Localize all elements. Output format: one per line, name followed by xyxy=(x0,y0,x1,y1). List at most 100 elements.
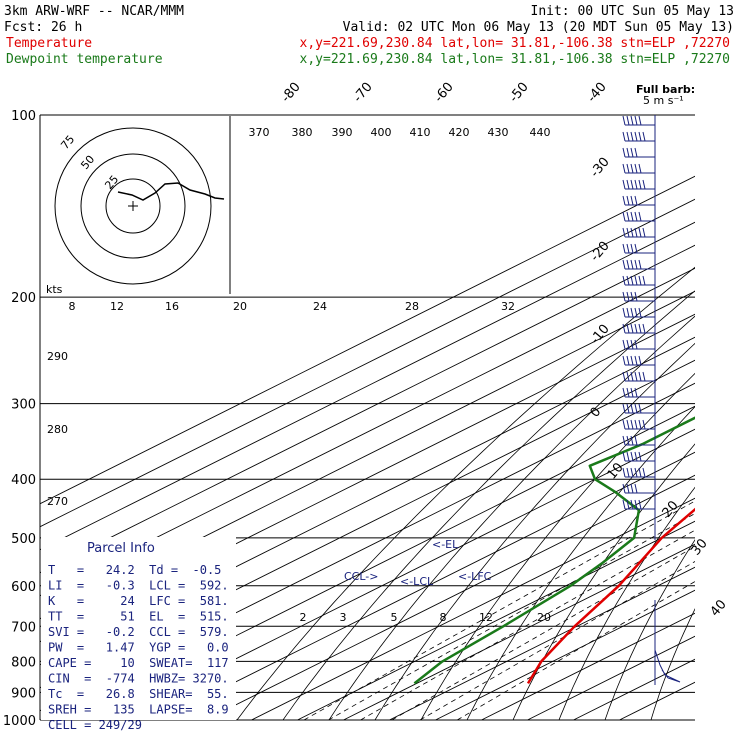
wind-barb-flag xyxy=(638,451,642,462)
isotherm-label: -80 xyxy=(279,80,304,106)
wind-barb-flag xyxy=(626,419,630,430)
wind-barb-flag xyxy=(622,371,626,382)
wind-barb-flag xyxy=(630,275,634,286)
wind-barb-flag xyxy=(630,499,634,510)
isotherm-line xyxy=(40,175,695,505)
wind-barb-flag xyxy=(622,131,626,142)
parcel-info-row: CIN = -774 HWBZ= 3270. xyxy=(48,672,229,686)
wind-barb-flag xyxy=(626,403,630,414)
grid-labels: 100 200 300 400 500 600 700 800 900 1000 -80 -70 -60… xyxy=(3,80,730,729)
wind-barb-flag xyxy=(638,131,642,142)
wind-barb-flag xyxy=(622,419,626,430)
wind-barb xyxy=(622,307,655,318)
wind-barb-flag xyxy=(638,467,642,478)
isotherm-line xyxy=(40,221,695,551)
wind-barb-flag xyxy=(622,147,626,158)
parcel-info-row: CELL = 249/29 xyxy=(48,718,142,732)
wind-barb xyxy=(622,371,655,382)
wind-barb-flag xyxy=(630,339,634,350)
wind-barb-flag xyxy=(634,147,638,158)
wind-barb-flag xyxy=(634,451,638,462)
wind-barb-flag xyxy=(630,483,634,494)
dry-adiabat-label: 280 xyxy=(47,423,68,436)
mixing-ratio-label-upper: 20 xyxy=(233,300,247,313)
wind-legend-value: 5 m s⁻¹ xyxy=(643,94,684,107)
wind-barb-flag xyxy=(634,355,638,366)
wind-barb-flag xyxy=(622,323,626,334)
mixing-ratio-label-upper: 24 xyxy=(313,300,327,313)
mixing-ratio-label-lower: 20 xyxy=(537,611,551,624)
wind-barb-flag xyxy=(638,179,642,190)
isotherm-label: -10 xyxy=(588,322,613,348)
isotherm-line xyxy=(40,244,695,574)
wind-barb-flag xyxy=(626,211,630,222)
isotherm-line xyxy=(343,543,695,720)
wind-barb-flag xyxy=(626,115,630,126)
wind-barb xyxy=(622,435,655,446)
theta-label-bg xyxy=(330,124,356,138)
wind-barb-flag xyxy=(642,179,646,190)
wind-barb-flag xyxy=(634,307,638,318)
pressure-tick-label: 1000 xyxy=(3,714,36,729)
mixing-ratio-label-upper: 32 xyxy=(501,300,515,313)
wind-barb-flag xyxy=(626,307,630,318)
wind-barb xyxy=(622,483,655,494)
wind-barb-flag xyxy=(622,435,626,446)
isotherm-label: 30 xyxy=(689,536,711,558)
wind-barb-flag xyxy=(626,259,630,270)
parcel-info-title: Parcel Info xyxy=(87,541,155,556)
legend-temperature-location: x,y=221.69,230.84 lat,lon= 31.81,-106.38… xyxy=(300,36,730,51)
dry-adiabat-line xyxy=(650,608,695,720)
isotherm-label: -70 xyxy=(351,80,376,106)
wind-barb-flag xyxy=(642,323,646,334)
parcel-info-row: Tc = 26.8 SHEAR= 55. xyxy=(48,687,229,701)
isotherm-line xyxy=(527,635,695,720)
wind-barb-flag xyxy=(634,499,638,510)
dry-adiabat-line xyxy=(328,315,695,720)
theta-label: 390 xyxy=(332,126,353,139)
isotherm-line xyxy=(435,589,695,720)
wind-barb-flag xyxy=(630,131,634,142)
wind-barb-flag xyxy=(642,467,646,478)
pressure-tick-label: 400 xyxy=(11,473,36,488)
wind-barb-flag xyxy=(630,403,634,414)
wind-barb-flag xyxy=(622,115,626,126)
hodograph-background xyxy=(41,116,230,294)
mixing-ratio-label-lower: 12 xyxy=(479,611,493,624)
theta-label-bg xyxy=(247,124,273,138)
wind-barb-flag xyxy=(626,227,630,238)
wind-barb-flag xyxy=(634,115,638,126)
mixing-ratio-label-upper: 16 xyxy=(165,300,179,313)
wind-barb-flag xyxy=(630,211,634,222)
wind-barb-flag xyxy=(622,403,626,414)
wind-barb-flag xyxy=(638,163,642,174)
dry-adiabat-line xyxy=(466,406,695,720)
wind-barb-flag xyxy=(630,227,634,238)
wind-barb-flag xyxy=(634,259,638,270)
isotherm-label: -60 xyxy=(432,80,457,106)
wind-barb-flag xyxy=(634,243,638,254)
wind-barb-flag xyxy=(634,419,638,430)
theta-label-bg xyxy=(447,124,473,138)
pressure-tick-label: 300 xyxy=(11,398,36,413)
wind-barb-flag xyxy=(626,467,630,478)
hodograph-trace xyxy=(117,182,225,201)
valid-time: Valid: 02 UTC Mon 06 May 13 (20 MDT Sun … xyxy=(343,20,734,35)
wind-barb-flag xyxy=(634,467,638,478)
wind-barb-flag xyxy=(630,163,634,174)
wind-barb-flag xyxy=(630,115,634,126)
wind-barbs xyxy=(622,115,681,685)
wind-barb-flag xyxy=(634,275,638,286)
isotherm-line xyxy=(159,451,695,720)
pressure-tick-label: 200 xyxy=(11,291,36,306)
wind-barb-flag xyxy=(630,387,634,398)
parcel-info-row: T = 24.2 Td = -0.5 xyxy=(48,563,221,577)
parcel-info-row: CAPE = 10 SWEAT= 117 xyxy=(48,656,229,670)
wind-barb-flag xyxy=(642,275,646,286)
wind-barb-flag xyxy=(622,307,626,318)
hodograph-ring-50 xyxy=(80,153,186,259)
lfc-marker: <-LFC xyxy=(458,570,492,583)
wind-barb-flag xyxy=(626,131,630,142)
wind-barb-flag xyxy=(622,467,626,478)
